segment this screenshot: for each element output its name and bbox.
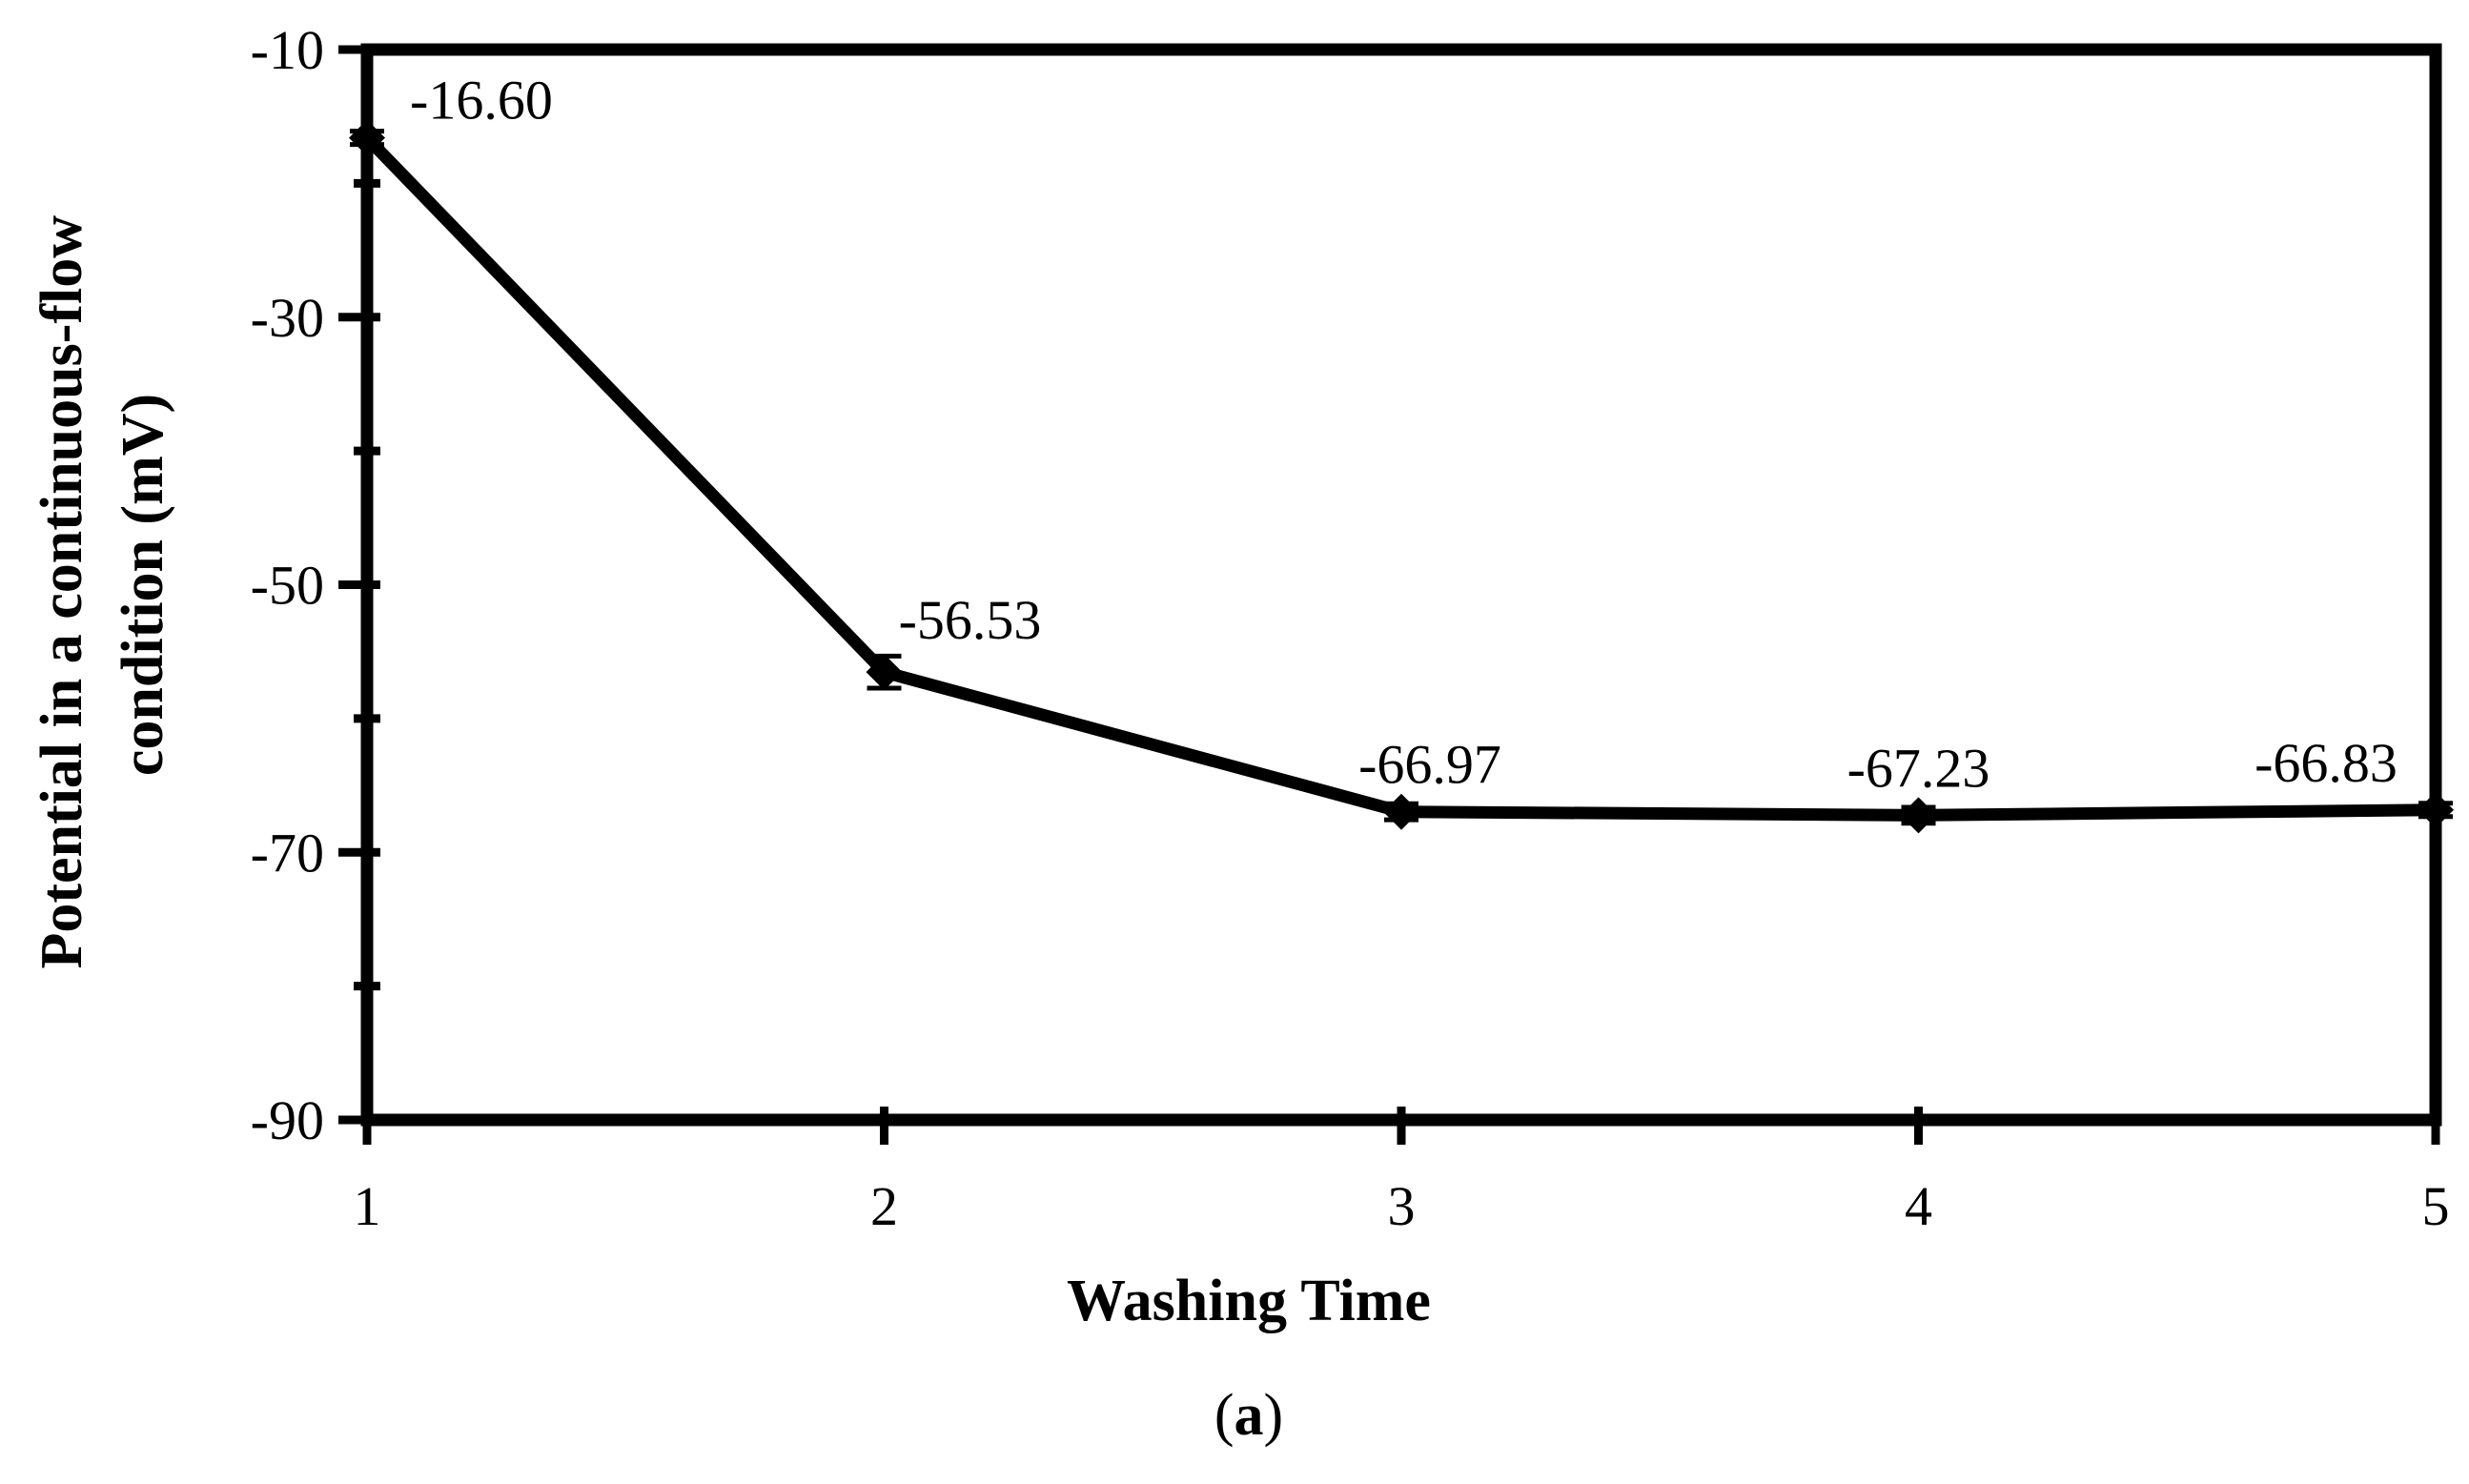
caption-letter: a (1234, 1383, 1264, 1448)
data-label: -66.83 (2255, 732, 2398, 794)
data-point-marker (866, 654, 903, 691)
y-axis-title-line-1: Potential in a continuous-flow (30, 215, 94, 969)
plot-area-border (360, 43, 2442, 1127)
data-point-marker (349, 119, 385, 156)
y-tick-label: -10 (251, 19, 324, 81)
figure-caption: (a) (1214, 1383, 1283, 1448)
x-axis-title: Washing Time (1067, 1269, 1431, 1333)
y-axis-title: Potential in a continuous-flow condition… (30, 200, 175, 968)
caption-close-paren: ) (1264, 1383, 1284, 1448)
x-tick-label: 3 (1388, 1175, 1416, 1237)
y-axis-ticks: -10 -30 -50 -70 -90 (251, 19, 380, 1151)
data-label: -66.97 (1358, 734, 1501, 796)
data-point-marker (1383, 793, 1419, 830)
x-tick-label: 5 (2422, 1175, 2450, 1237)
data-label: -56.53 (899, 589, 1042, 651)
plot-frame (360, 43, 2442, 1127)
data-label: -67.23 (1847, 737, 1990, 799)
y-tick-label: -90 (251, 1089, 324, 1151)
x-tick-label: 2 (870, 1175, 898, 1237)
data-point-marker (1900, 797, 1937, 834)
y-tick-label: -70 (251, 822, 324, 884)
data-label: -16.60 (410, 70, 553, 132)
x-tick-label: 1 (354, 1175, 381, 1237)
y-axis-title-line-2: condition (mV) (111, 394, 175, 776)
x-tick-label: 4 (1905, 1175, 1932, 1237)
x-axis-ticks: 1 2 3 4 5 (354, 1107, 2450, 1237)
caption-open-paren: ( (1214, 1383, 1234, 1448)
data-labels: -16.60 -56.53 -66.97 -67.23 -66.83 (410, 70, 2398, 800)
y-tick-label: -30 (251, 287, 324, 349)
series-line (362, 133, 2437, 822)
data-series (349, 119, 2454, 834)
y-tick-label: -50 (251, 555, 324, 617)
data-point-marker (2418, 791, 2454, 828)
